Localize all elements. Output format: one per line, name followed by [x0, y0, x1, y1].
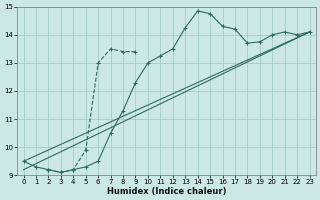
X-axis label: Humidex (Indice chaleur): Humidex (Indice chaleur)	[107, 187, 226, 196]
